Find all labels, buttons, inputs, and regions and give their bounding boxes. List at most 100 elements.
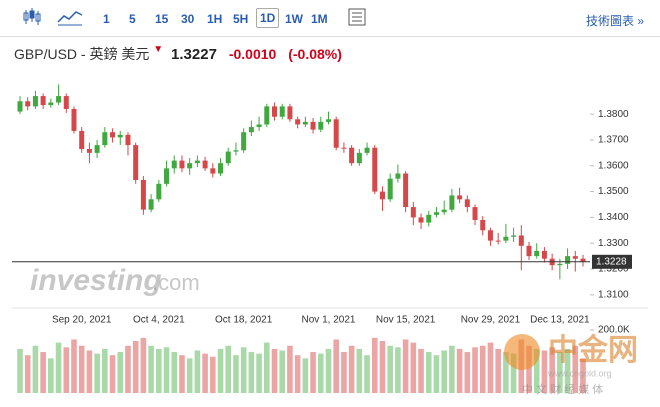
candle-body <box>426 214 432 223</box>
toolbar: 1 5 15 30 1H 5H 1D 1W 1M 技術圖表 » <box>0 0 660 37</box>
interval-button[interactable]: 1 <box>103 12 110 26</box>
volume-bar <box>102 348 108 393</box>
candle-body <box>449 195 455 210</box>
site-text: www.cngold.org <box>547 368 612 378</box>
y-tick-label: 1.3400 <box>598 212 629 223</box>
x-tick-label: Nov 29, 2021 <box>461 315 521 326</box>
candle-body <box>148 199 154 210</box>
y-tick-label: 1.3700 <box>598 135 629 146</box>
volume-bar <box>140 337 147 393</box>
volume-bar <box>279 350 286 393</box>
volume-bar <box>572 345 579 393</box>
candle-body <box>179 160 185 169</box>
x-tick-label: Sep 20, 2021 <box>52 315 112 326</box>
volume-bar <box>364 355 370 393</box>
candle-body <box>279 106 285 117</box>
candle-body <box>565 256 571 264</box>
volume-bar <box>341 352 347 393</box>
volume-bar <box>479 345 486 393</box>
price: 1.3227 <box>171 46 217 63</box>
volume-bar <box>202 353 208 393</box>
volume-bar <box>32 345 39 393</box>
candle-body <box>457 195 463 200</box>
candle-body <box>387 178 393 200</box>
candle-body <box>356 152 362 164</box>
volume-bar <box>263 342 270 393</box>
y-tick-label: 1.3500 <box>598 186 629 197</box>
candle-body <box>110 132 116 138</box>
volume-bar <box>557 352 563 393</box>
candle-body <box>464 199 470 208</box>
candle-body <box>225 151 231 164</box>
candle-body <box>117 134 123 138</box>
candle-body <box>187 163 193 169</box>
volume-bar <box>71 339 77 393</box>
interval-button[interactable]: 5 <box>129 12 136 26</box>
volume-bar <box>248 352 255 393</box>
volume-bar <box>379 341 386 393</box>
interval-button[interactable]: 30 <box>181 12 195 26</box>
settings-icon[interactable] <box>344 0 374 36</box>
candle-body <box>63 96 69 109</box>
volume-bar <box>40 352 46 393</box>
volume-bar <box>163 347 170 393</box>
interval-button[interactable]: 5H <box>233 12 249 26</box>
volume-bar <box>387 345 393 393</box>
y-tick-label: 1.3800 <box>598 109 629 120</box>
volume-bar <box>48 358 54 393</box>
candle-body <box>71 108 77 131</box>
volume-bar <box>179 355 185 393</box>
interval-button[interactable]: 1W <box>285 12 303 26</box>
volume-bar <box>402 339 409 393</box>
volume-bar <box>271 348 278 393</box>
candle-body <box>194 160 200 164</box>
logo-circle <box>504 334 540 370</box>
y-tick-label: 1.3100 <box>598 289 629 300</box>
interval-button[interactable]: 1D <box>256 8 280 28</box>
candle-body <box>133 145 139 180</box>
volume-bar <box>86 350 93 393</box>
change: -0.0010 <box>228 46 277 62</box>
candle-body <box>248 127 254 133</box>
volume-bar <box>148 345 154 393</box>
tech-chart-link[interactable]: 技術圖表 » <box>585 14 644 28</box>
volume-bar <box>310 352 316 393</box>
interval-button[interactable]: 1M <box>311 12 328 26</box>
candle-body <box>325 119 331 122</box>
volume-bar <box>503 352 509 393</box>
volume-bar <box>410 342 417 393</box>
candle-body <box>32 96 38 107</box>
candle-body <box>418 217 424 223</box>
candle-body <box>341 147 347 149</box>
y-tick-label: 1.3200 <box>598 264 629 275</box>
candle-body <box>241 132 247 151</box>
candle-body <box>580 258 586 262</box>
candle-body <box>125 134 131 146</box>
candle-body <box>433 212 439 215</box>
candle-body <box>526 245 532 257</box>
volume-bar <box>233 355 239 393</box>
candle-body <box>56 96 62 103</box>
candle-body <box>202 160 208 169</box>
volume-bar <box>425 352 432 393</box>
volume-bar <box>63 347 70 393</box>
candle-body <box>349 147 355 164</box>
volume-bar <box>526 345 532 393</box>
volume-bar <box>356 348 363 393</box>
volume-bar <box>395 347 401 393</box>
candle-body <box>495 240 501 242</box>
interval-button[interactable]: 15 <box>155 12 169 26</box>
line-icon <box>57 11 83 26</box>
last-price-box <box>592 254 632 269</box>
volume-bar <box>449 345 455 393</box>
quote-header: GBP/USD - 英鎊 美元 ▼ 1.3227 -0.0010 (-0.08%… <box>14 44 342 64</box>
candle-body <box>541 250 547 259</box>
volume-bar <box>371 337 378 393</box>
volume-bar <box>441 350 447 393</box>
volume-bar <box>109 355 116 393</box>
candle-body <box>140 179 146 210</box>
candle-body <box>264 106 270 125</box>
interval-button[interactable]: 1H <box>207 12 223 26</box>
